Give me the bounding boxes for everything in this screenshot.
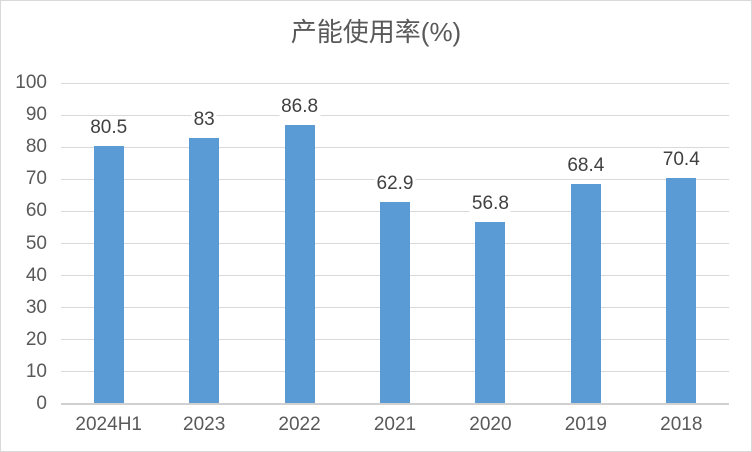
y-axis-tick-label: 40 xyxy=(25,264,47,286)
x-axis-tick-label: 2023 xyxy=(183,414,226,435)
gridline-100 xyxy=(61,82,729,84)
x-axis-tick-label: 2021 xyxy=(373,414,417,435)
data-label: 62.9 xyxy=(374,173,416,195)
x-axis-tick-label: 2018 xyxy=(660,414,703,435)
y-axis-tick-label: 70 xyxy=(25,168,47,190)
y-axis-tick-label: 0 xyxy=(36,393,47,414)
y-axis-tick-label: 30 xyxy=(25,296,47,318)
y-axis-tick-label: 100 xyxy=(15,72,47,93)
x-axis-tick-label: 2019 xyxy=(564,414,607,435)
y-axis-tick-label: 80 xyxy=(25,136,47,158)
data-label: 56.8 xyxy=(469,192,511,214)
bar-2023 xyxy=(189,137,220,403)
x-axis-tick-label: 2022 xyxy=(278,414,321,435)
gridline-90 xyxy=(61,114,729,116)
data-label: 68.4 xyxy=(565,155,607,177)
x-axis-tick-label: 2024H1 xyxy=(75,414,142,435)
data-label: 80.5 xyxy=(88,116,130,138)
x-axis-line xyxy=(61,403,729,405)
bar-2019 xyxy=(570,184,601,403)
chart-title: 产能使用率(%) xyxy=(290,17,462,47)
bar-2024H1 xyxy=(93,145,124,403)
y-axis-tick-label: 60 xyxy=(25,200,47,222)
data-label: 83 xyxy=(191,108,217,130)
bar-2018 xyxy=(666,178,697,403)
gridline-80 xyxy=(61,146,729,148)
bar-2022 xyxy=(284,125,315,403)
y-axis-tick-label: 50 xyxy=(25,232,47,254)
y-axis-tick-label: 10 xyxy=(25,360,47,382)
y-axis-tick-label: 20 xyxy=(25,328,47,350)
x-axis-tick-label: 2020 xyxy=(469,414,512,435)
bar-2020 xyxy=(475,221,506,403)
bar-2021 xyxy=(380,202,410,403)
data-label: 70.4 xyxy=(660,149,702,171)
data-label: 86.8 xyxy=(279,96,321,118)
y-axis-tick-label: 90 xyxy=(25,104,47,126)
